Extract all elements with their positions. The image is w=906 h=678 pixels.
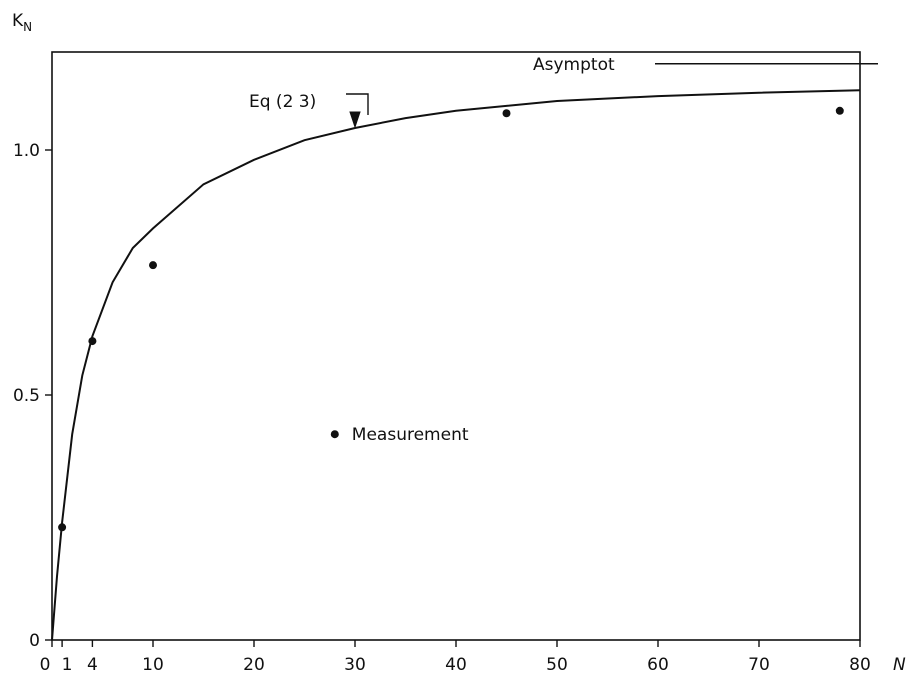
measurement-point (149, 261, 157, 269)
equation-label: Eq (2 3) (249, 92, 316, 112)
x-tick-label: 50 (546, 655, 568, 675)
x-tick-label: 1 (62, 655, 73, 675)
y-tick-label: 1.0 (13, 141, 40, 161)
x-axis-label: N (893, 655, 906, 675)
y-axis-label-subscript: N (23, 20, 32, 34)
x-tick-label: 20 (243, 655, 265, 675)
x-tick-label: 4 (87, 655, 98, 675)
x-tick-label: 30 (344, 655, 366, 675)
x-tick-label: 70 (748, 655, 770, 675)
x-tick-label: 60 (647, 655, 669, 675)
x-tick-label: 0 (40, 655, 51, 675)
legend-label-measurement: Measurement (352, 425, 469, 445)
x-tick-label: 80 (849, 655, 871, 675)
measurement-point (836, 107, 844, 115)
y-tick-label: 0.5 (13, 386, 40, 406)
measurement-point (88, 337, 96, 345)
measurement-point (503, 109, 511, 117)
legend-marker-measurement (331, 430, 339, 438)
x-tick-label: 40 (445, 655, 467, 675)
y-tick-label: 0 (29, 631, 40, 651)
asymptote-label: Asymptot (533, 55, 615, 75)
x-tick-label: 10 (142, 655, 164, 675)
measurement-point (58, 523, 66, 531)
